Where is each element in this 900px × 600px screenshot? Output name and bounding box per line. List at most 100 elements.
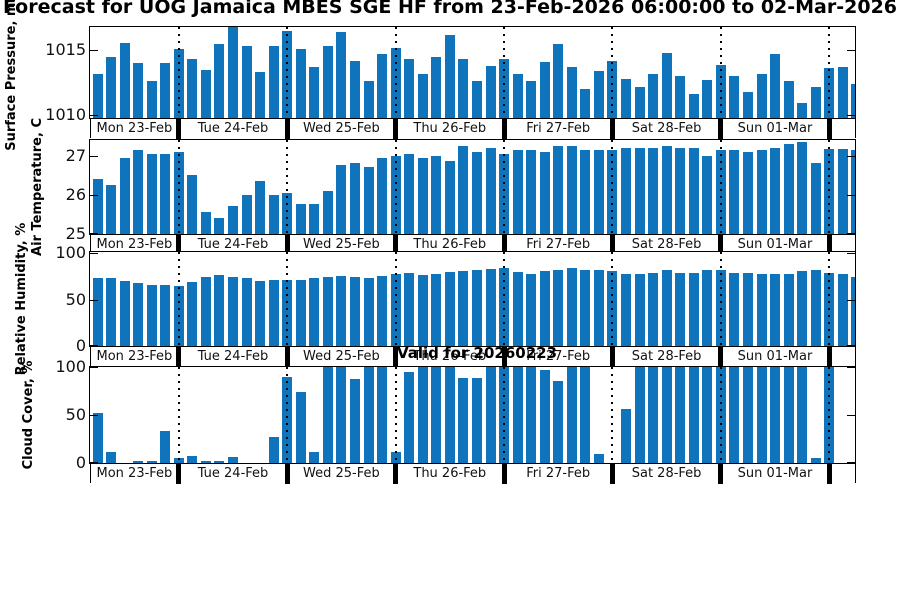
day-label: Fri 27-Feb (526, 120, 591, 136)
day-separator (393, 233, 399, 255)
bar (241, 46, 252, 118)
bar (566, 67, 577, 118)
bar (349, 60, 360, 118)
row-edge (855, 118, 856, 138)
row-edge (90, 118, 91, 138)
bar (837, 67, 848, 118)
bar (702, 80, 713, 118)
y-tick-mark (847, 345, 855, 346)
day-boundary-gridline (503, 367, 505, 463)
bar (688, 147, 699, 234)
day-label: Sat 28-Feb (631, 349, 702, 364)
day-separator (176, 117, 182, 139)
valid-date-annotation: Valid for 20260223 (396, 344, 558, 362)
day-boundary-gridline (719, 140, 722, 234)
bar (92, 179, 103, 234)
bar (228, 27, 238, 118)
bar (349, 276, 360, 346)
y-tick-label: 50 (65, 289, 86, 309)
bar (851, 276, 855, 346)
bar (471, 81, 482, 118)
bar (648, 147, 659, 234)
bars-surface-pressure (90, 27, 855, 118)
bar (417, 367, 428, 463)
bar (485, 65, 496, 118)
bar (268, 280, 279, 346)
y-tick-label: 0 (75, 453, 86, 472)
bar (770, 273, 780, 346)
bar (146, 81, 157, 118)
bar (92, 73, 103, 118)
day-separator (176, 233, 182, 255)
day-label: Sat 28-Feb (631, 236, 702, 252)
bar (349, 163, 360, 234)
bar (417, 274, 428, 346)
day-label-row: Mon 23-Feb Tue 24-Feb Wed 25-Feb Thu 26-Feb… (0, 463, 900, 484)
day-boundary-gridline (286, 140, 289, 234)
y-tick-mark (847, 367, 855, 368)
day-label: Sun 01-Mar (737, 466, 813, 481)
bar (675, 367, 686, 463)
day-label: Sat 28-Feb (631, 120, 702, 136)
bar (268, 437, 279, 463)
day-boundary-gridline (286, 367, 289, 463)
day-label: Wed 25-Feb (303, 466, 380, 481)
bar (404, 59, 415, 118)
y-tick-mark (90, 114, 98, 116)
bar (688, 367, 699, 463)
bar (349, 378, 360, 463)
y-tick-mark (90, 345, 98, 346)
bar (336, 367, 347, 463)
bar (377, 54, 388, 118)
bar (593, 270, 604, 346)
bar (797, 141, 808, 234)
day-separator (284, 346, 290, 367)
bar (770, 54, 780, 118)
day-separator (393, 117, 399, 139)
bar (539, 271, 550, 346)
day-label: Mon 23-Feb (96, 236, 173, 252)
day-label: Thu 26-Feb (413, 466, 487, 481)
y-tick-mark (847, 232, 855, 234)
bar (661, 367, 672, 463)
bar (200, 461, 211, 463)
day-boundary-gridline (611, 140, 614, 234)
bar (634, 147, 645, 234)
bar (431, 367, 442, 463)
bar (228, 457, 238, 463)
bar (431, 56, 442, 118)
day-boundary-gridline (719, 27, 722, 118)
y-tick-mark (90, 462, 98, 463)
day-label: Mon 23-Feb (96, 349, 173, 364)
bar (255, 72, 266, 118)
y-tick-mark (90, 50, 98, 52)
bar (377, 157, 388, 234)
bar (336, 32, 347, 118)
bar (444, 34, 455, 118)
bar (526, 81, 537, 118)
y-tick-mark (847, 50, 855, 52)
day-label: Mon 23-Feb (96, 466, 173, 481)
bar (661, 52, 672, 118)
bar (295, 49, 306, 118)
bar (675, 76, 686, 118)
y-tick-mark (847, 253, 855, 255)
bar (742, 272, 753, 346)
bar (200, 69, 211, 118)
day-boundary-gridline (394, 27, 397, 118)
bar (621, 78, 631, 118)
bar (580, 89, 591, 118)
bar (444, 367, 455, 463)
bar (471, 270, 482, 346)
bar (146, 153, 157, 234)
bar (783, 367, 794, 463)
bar (363, 167, 374, 234)
day-label: Sun 01-Mar (737, 349, 813, 364)
bar (810, 458, 821, 463)
bar (485, 367, 496, 463)
bar (119, 42, 130, 118)
bar (593, 149, 604, 234)
bar (566, 145, 577, 234)
bar (729, 76, 740, 118)
bar (228, 206, 238, 234)
